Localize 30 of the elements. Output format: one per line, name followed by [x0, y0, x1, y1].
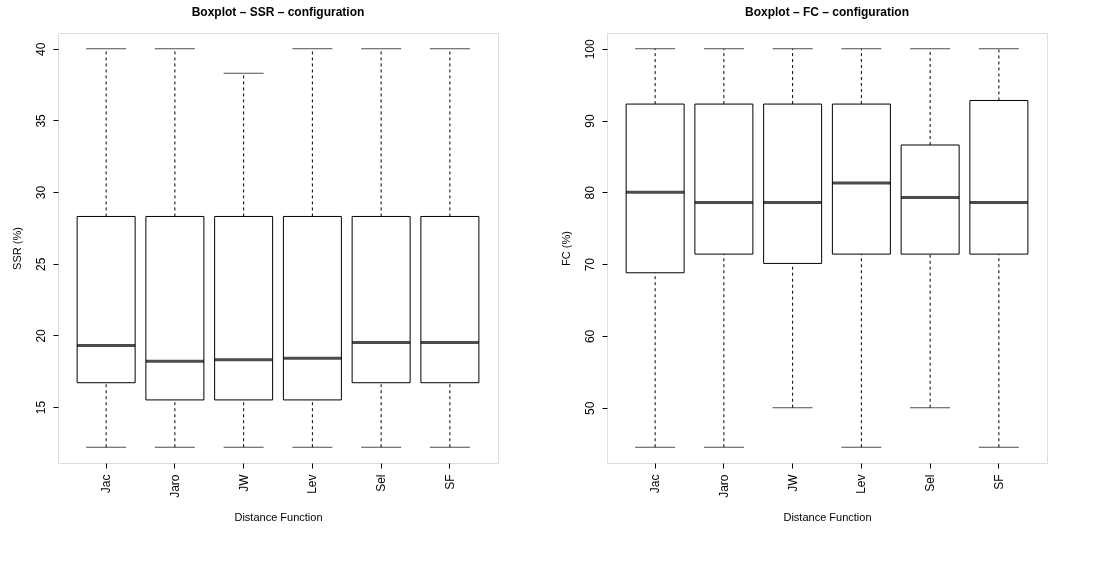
x-tick-label: Sel: [374, 474, 389, 492]
y-tick-label: 80: [582, 185, 597, 200]
y-tick-label: 60: [582, 329, 597, 344]
x-axis-title: Distance Function: [234, 510, 323, 523]
x-tick-label: Lev: [854, 474, 869, 494]
y-tick-label: 50: [582, 401, 597, 415]
x-tick-label: Lev: [305, 474, 320, 494]
x-tick-label: JW: [785, 473, 800, 492]
x-tick-label: JW: [236, 473, 251, 492]
x-tick-label: Jaro: [716, 474, 731, 498]
x-tick-label: Jaro: [167, 474, 182, 498]
y-tick-label: 25: [33, 257, 48, 271]
y-tick-label: 30: [33, 185, 48, 200]
y-tick-label: 20: [33, 328, 48, 343]
x-tick-label: Jac: [99, 474, 114, 494]
chart-title: Boxplot – FC – configuration: [745, 5, 909, 19]
x-tick-label: Jac: [648, 474, 663, 494]
y-tick-label: 15: [33, 400, 48, 415]
y-tick-label: 35: [33, 113, 48, 128]
chart-title: Boxplot – SSR – configuration: [191, 5, 365, 19]
y-axis-title: FC (%): [559, 231, 572, 266]
y-axis-title: SSR (%): [10, 227, 23, 270]
y-tick-label: 90: [582, 114, 597, 128]
y-tick-label: 40: [33, 42, 48, 56]
x-tick-label: SF: [991, 474, 1006, 490]
x-axis-title: Distance Function: [783, 510, 872, 523]
x-tick-label: SF: [442, 474, 457, 490]
y-tick-label: 100: [582, 38, 597, 60]
x-tick-label: Sel: [923, 474, 938, 492]
y-tick-label: 70: [582, 257, 597, 272]
